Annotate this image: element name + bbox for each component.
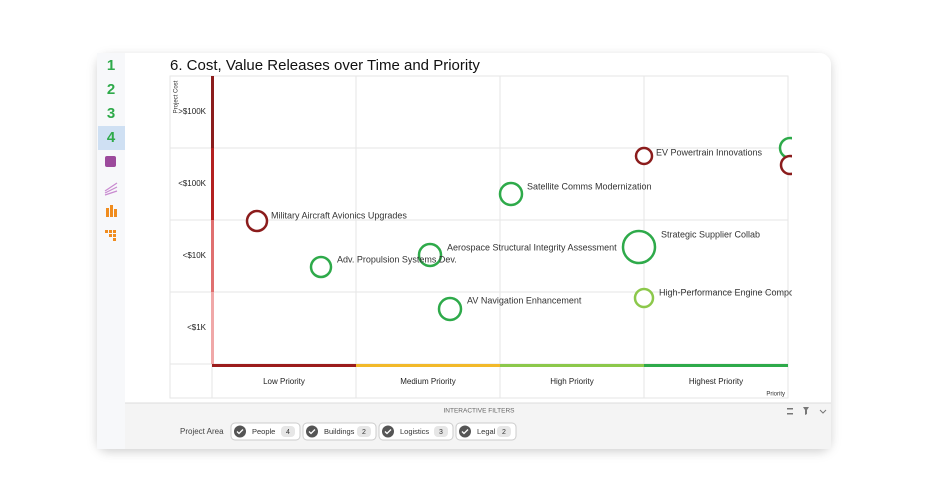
bubble-label: Aerospace Structural Integrity Assessmen… <box>447 242 617 252</box>
chip-count: 2 <box>362 429 366 436</box>
chip-name: People <box>252 427 275 436</box>
bubble[interactable] <box>309 255 333 279</box>
nav-item[interactable]: 1 <box>107 57 115 74</box>
bubble-label: Adv. Propulsion Systems Dev. <box>337 254 457 264</box>
bubble[interactable] <box>634 146 654 166</box>
x-category: Medium Priority <box>400 377 456 386</box>
bubble[interactable] <box>498 181 524 207</box>
chip-count-bg <box>434 426 448 437</box>
x-color-bars <box>212 364 788 367</box>
chip-name: Logistics <box>400 427 429 436</box>
nav-item[interactable]: 4 <box>107 129 116 146</box>
chip-check <box>382 425 394 438</box>
x-axis-label: Priority <box>766 392 785 398</box>
chip-check-mark <box>236 429 244 435</box>
bubbles: EV Powertrain Innovations Satellite Comms… <box>245 136 799 322</box>
x-category: High Priority <box>550 377 594 386</box>
chip-check-mark <box>461 429 469 435</box>
chip-count: 3 <box>439 429 443 436</box>
bubble-label: AV Navigation Enhancement <box>467 295 582 305</box>
chip-count-bg <box>281 426 295 437</box>
y-category: <$10K <box>183 251 207 260</box>
chip-count: 4 <box>286 429 290 436</box>
bubble[interactable] <box>245 209 269 233</box>
bubble-label: Military Aircraft Avionics Upgrades <box>271 210 407 220</box>
bubble-label: High-Performance Engine Compo <box>659 287 794 297</box>
y-category: <$100K <box>178 179 206 188</box>
nav-icons[interactable] <box>104 156 118 241</box>
y-category: >$100K <box>178 107 206 116</box>
filter-chip[interactable] <box>378 422 454 441</box>
sidebar <box>97 53 125 449</box>
chip-check-mark <box>384 429 392 435</box>
chip-count-bg <box>497 426 511 437</box>
nav-active <box>98 126 125 150</box>
bubble[interactable] <box>779 154 799 176</box>
filter-chip[interactable] <box>302 422 377 441</box>
y-axis-label: Project Cost <box>174 80 180 113</box>
bubble-label: Strategic Supplier Collab <box>661 229 760 239</box>
chart-title: 6. Cost, Value Releases over Time and Pr… <box>170 57 480 74</box>
chip-name: Buildings <box>324 427 355 436</box>
bubble-label: Satellite Comms Modernization <box>527 181 652 191</box>
chip-count: 2 <box>502 429 506 436</box>
y-color-bars <box>211 76 214 364</box>
chip-check <box>234 425 246 438</box>
bubble[interactable] <box>633 287 655 309</box>
chip-check-mark <box>308 429 316 435</box>
nav-item[interactable]: 3 <box>107 105 115 122</box>
chip-name: Legal <box>477 427 496 436</box>
chip-check <box>306 425 318 438</box>
bubble[interactable] <box>437 296 463 322</box>
chip-count-bg <box>357 426 371 437</box>
bubble[interactable] <box>621 229 657 265</box>
x-category: Highest Priority <box>689 377 743 386</box>
x-category: Low Priority <box>263 377 305 386</box>
filter-label: Project Area <box>180 427 224 436</box>
toolbar-icons[interactable] <box>787 407 827 415</box>
filter-title: INTERACTIVE FILTERS <box>443 408 515 415</box>
nav-item[interactable]: 2 <box>107 81 115 98</box>
bubble[interactable] <box>417 242 443 268</box>
chip-check <box>459 425 471 438</box>
y-category: <$1K <box>187 323 207 332</box>
bubble-label: EV Powertrain Innovations <box>656 147 763 157</box>
